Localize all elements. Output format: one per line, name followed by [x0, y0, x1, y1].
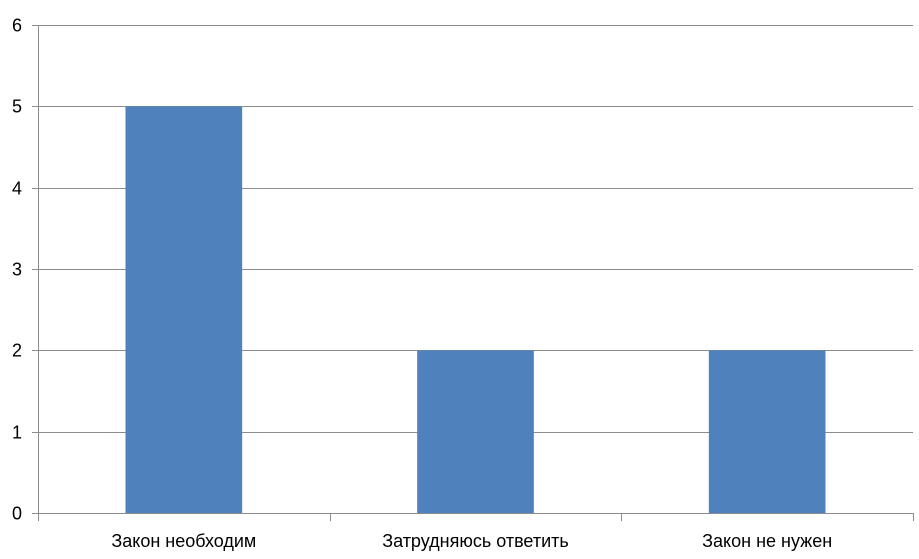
- y-tick-label: 3: [12, 260, 22, 280]
- axes: [32, 25, 914, 521]
- x-tick-label: Закон не нужен: [702, 531, 832, 551]
- x-tick-label: Затрудняюсь ответить: [382, 531, 569, 551]
- y-tick-label: 5: [12, 97, 22, 117]
- bar-3: [708, 350, 826, 513]
- y-tick-label: 4: [12, 179, 22, 199]
- bar-2: [417, 350, 534, 513]
- y-tick-label: 6: [12, 16, 22, 36]
- y-tick-label: 2: [12, 341, 22, 361]
- bars: [125, 106, 826, 513]
- y-tick-label: 0: [12, 504, 22, 524]
- bar-1: [125, 106, 243, 513]
- x-tick-labels: Закон необходим Затрудняюсь ответить Закон…: [111, 531, 832, 551]
- x-tick-label: Закон необходим: [111, 531, 256, 551]
- y-tick-label: 1: [12, 423, 22, 443]
- y-tick-labels: 0 1 2 3 4 5 6: [12, 16, 22, 524]
